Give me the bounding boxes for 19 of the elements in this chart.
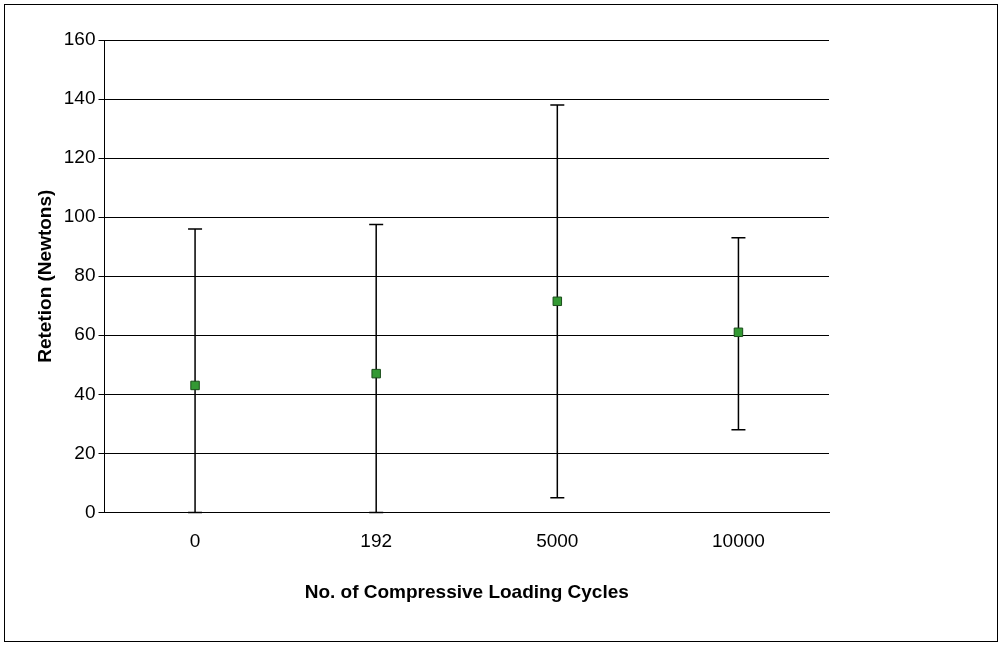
x-tick-label: 10000 xyxy=(712,530,765,552)
point xyxy=(552,296,563,307)
y-tick-label: 80 xyxy=(74,264,96,286)
y-tick-label: 0 xyxy=(84,500,96,522)
point xyxy=(190,380,200,391)
y-tick-label: 20 xyxy=(74,441,96,463)
y-tick-label: 160 xyxy=(63,28,96,50)
y-tick-label: 140 xyxy=(63,87,96,109)
x-tick-label: 192 xyxy=(360,530,393,552)
point xyxy=(733,327,744,338)
x-tick-label: 0 xyxy=(189,530,201,552)
y-tick-label: 120 xyxy=(63,146,96,168)
x-axis-title: No. of Compressive Loading Cycles xyxy=(304,580,629,602)
point xyxy=(371,368,381,379)
y-tick-label: 100 xyxy=(63,205,96,227)
y-tick-label: 60 xyxy=(74,323,96,345)
y-tick-label: 40 xyxy=(74,382,96,404)
y-axis-title: Retetion (Newtons) xyxy=(33,189,55,363)
x-tick-label: 5000 xyxy=(536,530,579,552)
